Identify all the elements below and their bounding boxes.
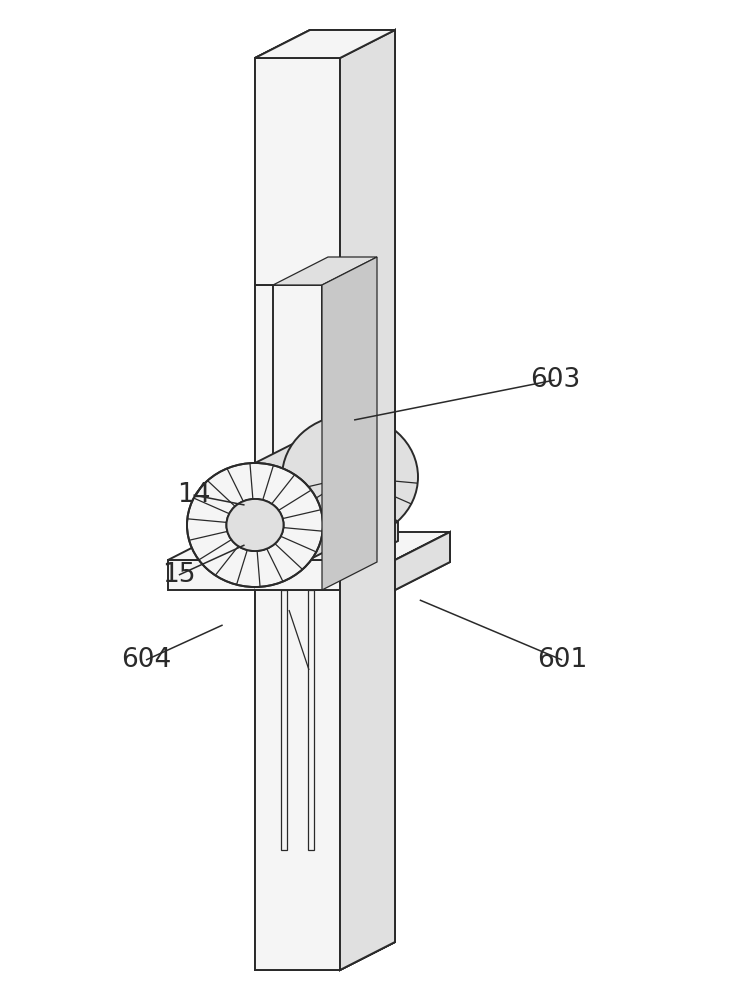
Polygon shape [281,590,287,850]
Polygon shape [328,257,377,562]
Polygon shape [210,490,360,560]
Polygon shape [322,257,377,590]
Polygon shape [168,560,395,590]
Ellipse shape [226,499,283,551]
Polygon shape [395,532,450,590]
Polygon shape [281,562,342,590]
Polygon shape [308,562,369,590]
Text: 601: 601 [537,647,587,673]
Polygon shape [273,257,377,285]
Text: 604: 604 [121,647,171,673]
Ellipse shape [282,415,418,539]
Polygon shape [255,942,395,970]
Polygon shape [395,532,450,590]
Polygon shape [255,415,350,587]
Polygon shape [255,58,340,285]
Text: 603: 603 [530,367,580,393]
Polygon shape [322,257,377,590]
Polygon shape [255,285,273,590]
Polygon shape [255,590,340,970]
Polygon shape [255,30,395,58]
Polygon shape [255,30,395,58]
Polygon shape [340,30,395,970]
Polygon shape [340,30,395,970]
Polygon shape [340,30,395,970]
Text: 14: 14 [177,482,210,508]
Ellipse shape [226,499,283,551]
Ellipse shape [187,463,323,587]
Polygon shape [322,285,340,590]
Polygon shape [273,257,377,285]
Polygon shape [255,58,340,285]
Polygon shape [255,30,395,58]
Polygon shape [210,471,398,490]
Polygon shape [360,471,398,560]
Polygon shape [308,590,314,850]
Polygon shape [255,58,340,970]
Text: 15: 15 [162,562,196,588]
Polygon shape [168,532,450,560]
